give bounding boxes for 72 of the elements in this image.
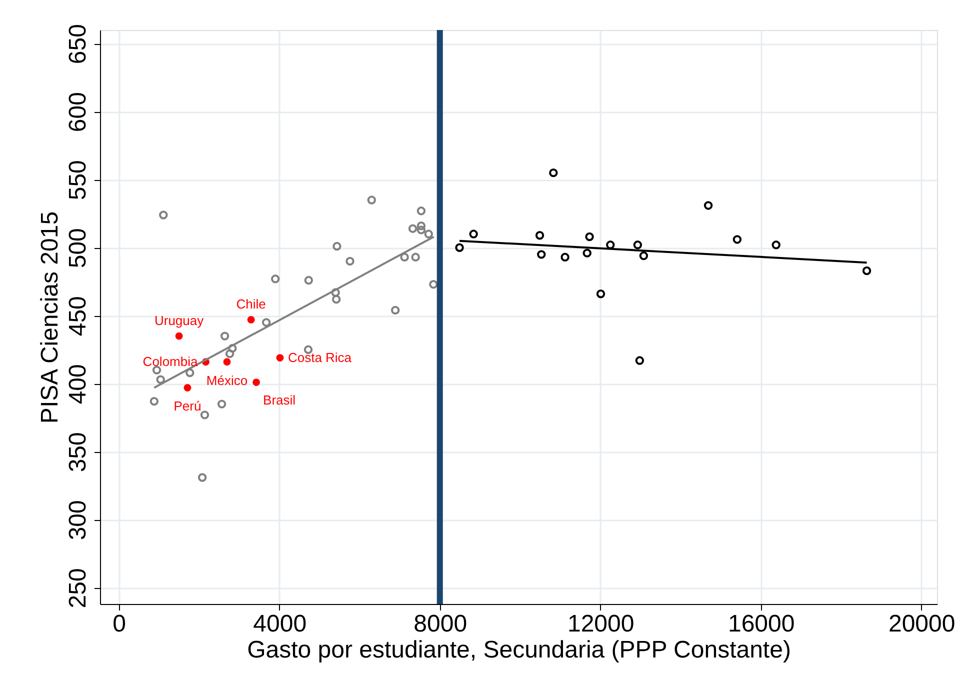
point bbox=[400, 252, 409, 262]
y-tick-label: 300 bbox=[64, 500, 92, 540]
point bbox=[408, 224, 418, 233]
point bbox=[469, 230, 478, 238]
point bbox=[537, 250, 546, 259]
x-tick-label: 8000 bbox=[414, 610, 468, 638]
point bbox=[217, 400, 226, 408]
point bbox=[639, 251, 648, 260]
point bbox=[228, 344, 237, 353]
y-tick-label: 500 bbox=[64, 228, 92, 268]
x-tick-label: 0 bbox=[112, 610, 126, 638]
point bbox=[704, 201, 713, 210]
point bbox=[331, 288, 340, 297]
point bbox=[411, 252, 420, 262]
y-tick-label: 600 bbox=[64, 92, 92, 132]
annotation: Uruguay bbox=[154, 313, 204, 328]
point bbox=[416, 206, 426, 216]
point bbox=[184, 384, 192, 392]
point bbox=[150, 396, 159, 406]
point bbox=[276, 354, 284, 362]
annotation: Chile bbox=[236, 296, 266, 312]
point bbox=[346, 256, 354, 266]
point bbox=[186, 368, 194, 378]
point bbox=[304, 276, 313, 285]
annotation: Perú bbox=[174, 398, 202, 414]
point bbox=[220, 332, 230, 340]
point bbox=[223, 358, 231, 366]
annotation: México bbox=[206, 372, 248, 388]
y-tick-label: 650 bbox=[64, 24, 92, 64]
point bbox=[596, 290, 606, 298]
x-tick-label: 20000 bbox=[888, 610, 956, 638]
y-tick-label: 250 bbox=[64, 568, 92, 608]
point bbox=[270, 274, 280, 284]
point bbox=[585, 232, 594, 242]
annotation: Brasil bbox=[263, 392, 296, 408]
x-axis-title: Gasto por estudiante, Secundaria (PPP Constante) bbox=[247, 636, 791, 664]
point bbox=[772, 240, 780, 250]
point bbox=[225, 349, 234, 358]
y-axis-title: PISA Ciencias 2015 bbox=[36, 211, 64, 424]
point bbox=[862, 266, 872, 276]
point bbox=[200, 410, 210, 420]
point bbox=[390, 306, 400, 315]
point bbox=[198, 473, 207, 482]
point bbox=[455, 243, 464, 252]
x-tick-label: 16000 bbox=[728, 610, 795, 638]
point bbox=[582, 248, 592, 258]
point bbox=[549, 168, 558, 178]
point bbox=[535, 231, 544, 240]
y-tick-label: 550 bbox=[64, 160, 92, 200]
y-tick-label: 350 bbox=[64, 432, 92, 472]
point bbox=[633, 240, 642, 250]
point bbox=[156, 375, 165, 384]
point bbox=[332, 242, 342, 251]
point bbox=[262, 318, 271, 327]
x-tick-label: 12000 bbox=[567, 610, 634, 638]
point bbox=[252, 378, 260, 386]
point bbox=[416, 222, 426, 230]
point bbox=[635, 356, 644, 365]
y-tick-label: 450 bbox=[64, 296, 92, 336]
point bbox=[416, 226, 426, 234]
point bbox=[732, 235, 742, 244]
point bbox=[332, 294, 341, 304]
point bbox=[367, 196, 376, 204]
annotation: Costa Rica bbox=[288, 350, 352, 365]
annotation: Colombia bbox=[142, 354, 198, 369]
y-tick-label: 400 bbox=[64, 364, 92, 404]
x-tick-label: 4000 bbox=[253, 610, 307, 638]
point bbox=[429, 280, 438, 289]
point bbox=[560, 252, 570, 262]
point bbox=[175, 332, 183, 340]
point bbox=[159, 210, 168, 220]
point bbox=[247, 316, 255, 324]
